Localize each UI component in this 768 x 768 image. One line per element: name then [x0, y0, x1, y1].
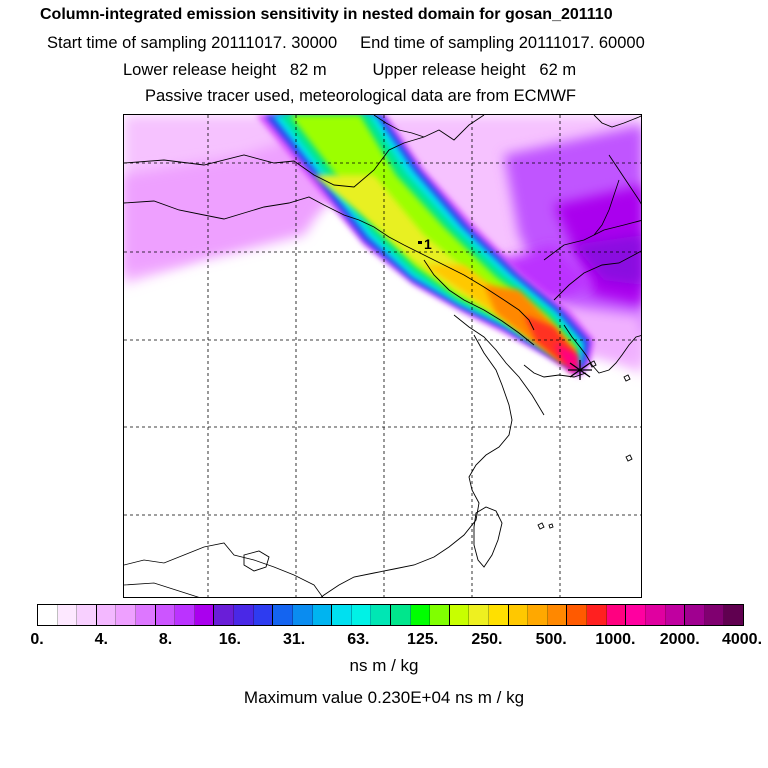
- colorbar-swatch-19: [390, 605, 411, 625]
- colorbar-swatch-8: [175, 605, 195, 625]
- colorbar-tick-label: 1000.: [595, 631, 636, 648]
- colorbar-ticks: 0. 4. 8. 16. 31. 63. 125. 250. 500. 1000. 2000. 400…: [0, 631, 768, 653]
- colorbar: [37, 604, 744, 626]
- emission-sensitivity-map: 1: [123, 114, 642, 598]
- colorbar-swatch-31: [626, 605, 646, 625]
- colorbar-tick-label: 4000.: [721, 631, 763, 648]
- colorbar-tick-label: 250.: [471, 631, 503, 648]
- colorbar-swatch-9: [194, 605, 215, 625]
- hainan-outline: [243, 550, 270, 572]
- colorbar-swatch-11: [234, 605, 254, 625]
- release-label: 1: [424, 236, 432, 252]
- colorbar-swatch-5: [116, 605, 137, 625]
- colorbar-swatch-32: [645, 605, 666, 625]
- colorbar-swatch-16: [332, 605, 352, 625]
- colorbar-swatch-7: [155, 605, 176, 625]
- lat-lon-grid: [124, 115, 641, 597]
- colorbar-tick-label: 125.: [407, 631, 439, 648]
- colorbar-swatch-22: [449, 605, 470, 625]
- colorbar-tick-label: 31.: [282, 631, 306, 648]
- colorbar-swatch-13: [273, 605, 293, 625]
- tracer-info: Passive tracer used, meteorological data…: [145, 87, 576, 105]
- colorbar-tick-label: 500.: [535, 631, 567, 648]
- colorbar-swatch-18: [371, 605, 391, 625]
- colorbar-swatch-6: [136, 605, 156, 625]
- coastlines: [124, 115, 641, 597]
- colorbar-swatch-12: [253, 605, 274, 625]
- colorbar-swatch-3: [77, 605, 97, 625]
- colorbar-swatch-27: [547, 605, 568, 625]
- colorbar-swatch-10: [214, 605, 235, 625]
- colorbar-swatch-14: [292, 605, 313, 625]
- colorbar-swatch-17: [351, 605, 372, 625]
- colorbar-swatch-2: [57, 605, 78, 625]
- colorbar-swatch-33: [665, 605, 686, 625]
- colorbar-swatch-20: [410, 605, 431, 625]
- national-borders: [124, 115, 620, 597]
- taiwan-outline: [473, 506, 503, 568]
- release-location: 1: [418, 236, 432, 252]
- colorbar-swatch-30: [606, 605, 627, 625]
- islands: [243, 360, 633, 572]
- map-canvas: 1: [124, 115, 641, 597]
- colorbar-tick-label: 63.: [347, 631, 370, 648]
- colorbar-swatch-25: [508, 605, 529, 625]
- release-heights: Lower release height 82 m Upper release …: [123, 61, 577, 79]
- colorbar-units: ns m / kg: [349, 656, 419, 675]
- colorbar-swatch-26: [528, 605, 548, 625]
- colorbar-tick-label: 8.: [158, 631, 173, 648]
- plot-title: Column-integrated emission sensitivity i…: [40, 6, 613, 23]
- sensitivity-field-low: [124, 115, 641, 374]
- sampling-times: Start time of sampling 20111017. 30000 E…: [47, 34, 645, 52]
- colorbar-tick-label: 2000.: [659, 631, 700, 648]
- colorbar-swatch-1: [38, 605, 58, 625]
- colorbar-tick-label: 0.: [30, 631, 44, 648]
- colorbar-swatch-29: [587, 605, 607, 625]
- receptor-star-icon: [568, 360, 592, 380]
- colorbar-swatch-36: [724, 605, 743, 625]
- colorbar-swatch-34: [685, 605, 705, 625]
- colorbar-swatch-15: [312, 605, 333, 625]
- colorbar-swatch-28: [567, 605, 588, 625]
- colorbar-tick-label: 16.: [218, 631, 241, 648]
- colorbar-swatch-35: [704, 605, 725, 625]
- colorbar-swatch-4: [96, 605, 117, 625]
- colorbar-swatch-24: [489, 605, 509, 625]
- colorbar-swatch-23: [469, 605, 490, 625]
- colorbar-swatch-21: [430, 605, 450, 625]
- maximum-value: Maximum value 0.230E+04 ns m / kg: [243, 688, 525, 707]
- colorbar-tick-label: 4.: [94, 631, 108, 648]
